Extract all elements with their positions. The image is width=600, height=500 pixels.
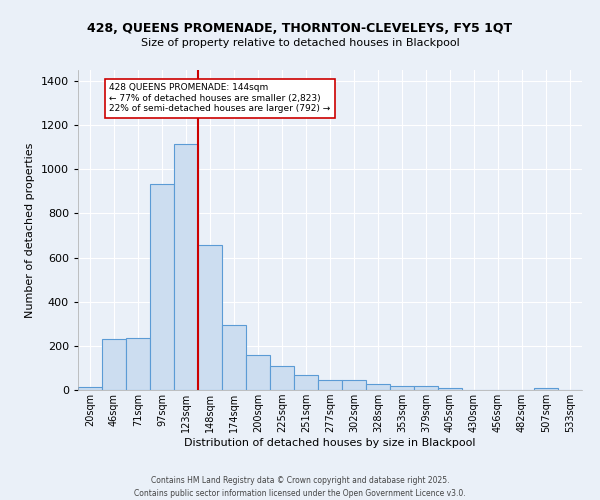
Bar (534, 388, 558, 390)
Bar (438, 388, 462, 390)
Bar (318, 380, 342, 390)
Bar (174, 144, 198, 390)
Text: 428 QUEENS PROMENADE: 144sqm
← 77% of detached houses are smaller (2,823)
22% of: 428 QUEENS PROMENADE: 144sqm ← 77% of de… (109, 83, 331, 113)
Bar (342, 380, 366, 390)
Bar (390, 386, 414, 390)
Text: Contains HM Land Registry data © Crown copyright and database right 2025.
Contai: Contains HM Land Registry data © Crown c… (134, 476, 466, 498)
Text: Size of property relative to detached houses in Blackpool: Size of property relative to detached ho… (140, 38, 460, 48)
Bar (414, 386, 438, 390)
Y-axis label: Number of detached properties: Number of detached properties (25, 142, 35, 318)
Bar (126, 338, 150, 390)
Bar (270, 366, 294, 390)
Bar (246, 354, 270, 390)
Text: 428, QUEENS PROMENADE, THORNTON-CLEVELEYS, FY5 1QT: 428, QUEENS PROMENADE, THORNTON-CLEVELEY… (88, 22, 512, 36)
Bar (198, 246, 222, 390)
Bar (222, 325, 246, 390)
Bar (150, 184, 174, 390)
Bar (294, 374, 318, 390)
X-axis label: Distribution of detached houses by size in Blackpool: Distribution of detached houses by size … (184, 438, 476, 448)
Bar (78, 386, 102, 390)
Bar (366, 384, 390, 390)
Bar (102, 339, 126, 390)
